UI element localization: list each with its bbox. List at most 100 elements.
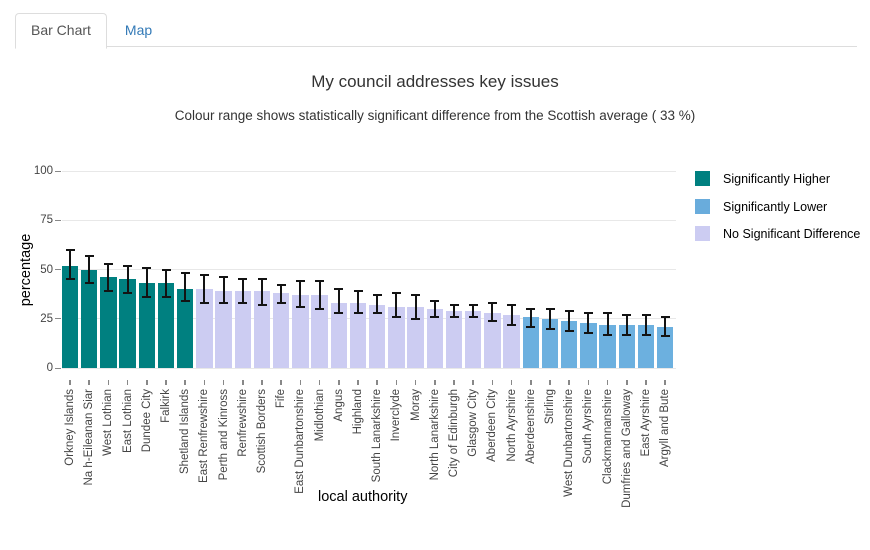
error-bar-line [126,265,129,294]
y-tick-100 [55,170,61,172]
bar-city-of-edinburgh [445,310,463,368]
error-bar-cap-top [641,313,651,316]
error-bar-line [645,314,647,335]
error-bar-cap-top [180,272,190,275]
x-tick [568,380,570,385]
error-bar-cap-bottom [180,300,190,303]
error-bar-cap-top [411,294,421,297]
error-bar-line [453,304,455,317]
error-bar-cap-bottom [526,325,536,328]
x-tick [491,380,494,385]
legend-label-lower: Significantly Lower [723,199,828,214]
error-bar-line [376,295,379,313]
error-bar-cap-bottom [353,311,363,314]
error-bar-cap-top [507,303,517,306]
error-bar-cap-bottom [583,331,593,334]
x-category-label: Midlothian [313,389,326,442]
x-tick [376,380,378,385]
error-bar-cap-top [353,290,363,293]
error-bar-cap-bottom [603,333,613,336]
bar-renfrewshire [234,291,252,368]
x-tick [645,380,647,385]
x-category-label: Renfrewshire [236,389,249,457]
x-tick [69,380,71,385]
error-bar-cap-bottom [564,329,574,332]
x-category-label: East Renfrewshire [198,389,211,483]
x-category-label: Stirling [544,389,556,425]
error-bar-cap-bottom [660,335,670,338]
gridline-0 [62,367,676,369]
error-bar-line [318,281,321,309]
x-tick [88,380,90,385]
error-bar-cap-top [199,274,209,277]
bar-angus [330,302,348,368]
error-bar-cap-top [468,303,478,306]
x-category-label: City of Edinburgh [448,389,460,478]
error-bar-cap-top [315,280,325,283]
y-tick-50 [55,269,61,270]
x-tick [472,380,474,385]
error-bar-cap-top [430,300,440,303]
error-bar-cap-bottom [103,290,113,293]
bar-north-lanarkshire [426,308,444,368]
tab-map[interactable]: Map [124,22,153,38]
error-bar-cap-bottom [545,327,555,330]
legend-item-lower[interactable]: Significantly Lower [695,198,860,215]
error-bar-cap-bottom [65,278,75,281]
bar-south-lanarkshire [368,304,386,368]
x-tick [453,380,455,385]
x-tick [222,380,225,385]
error-bar-line [337,289,340,313]
error-bar-line [357,291,359,313]
error-bar-line [299,281,302,307]
bar-orkney-islands [61,265,79,368]
x-tick [606,380,609,385]
error-bar-cap-top [219,276,229,279]
x-tick [530,380,532,385]
x-tick [318,380,321,385]
bar-midlothian [311,295,328,368]
error-bar-cap-top [334,288,344,291]
bar-moray [407,306,424,368]
bar-perth-and-kinross [215,291,232,368]
error-bar-cap-bottom [430,315,440,318]
legend-item-higher[interactable]: Significantly Higher [695,171,860,187]
error-bar-line [491,302,494,321]
error-bar-cap-top [103,262,113,265]
x-tick [280,380,282,385]
x-category-label: Inverclyde [390,389,403,442]
x-category-label: Argyll and Bute [659,389,672,467]
x-tick [165,380,167,385]
legend-swatch-higher [695,171,710,186]
error-bar-line [184,273,187,302]
bar-east-renfrewshire [196,289,213,368]
x-category-label: Glasgow City [467,389,480,457]
legend-label-higher: Significantly Higher [723,172,830,186]
y-tick-label-100: 100 [33,165,53,177]
x-tick [126,380,129,385]
bar-dundee-city [138,283,156,368]
x-category-label: East Lothian [121,389,134,453]
error-bar-cap-top [238,278,248,281]
bar-highland [349,302,367,368]
x-category-label: Highland [352,389,364,435]
x-category-label: East Dunbartonshire [294,389,307,494]
error-bar-cap-bottom [295,305,305,308]
x-tick [357,380,359,385]
legend-item-none[interactable]: No Significant Difference [695,226,860,242]
legend-swatch-none [695,226,710,241]
x-tick [549,380,551,385]
error-bar-cap-bottom [391,315,401,318]
y-tick-label-25: 25 [40,312,53,325]
error-bar-line [414,295,417,319]
error-bar-line [145,267,148,298]
x-tick [261,380,263,385]
x-tick [146,380,148,385]
tab-bar: Bar Chart Map [15,12,857,49]
error-bar-cap-top [391,292,401,295]
error-bar-cap-top [161,268,171,271]
x-category-label: Aberdeenshire [524,389,537,464]
error-bar-cap-top [449,303,459,306]
tab-bar-chart[interactable]: Bar Chart [15,13,107,49]
